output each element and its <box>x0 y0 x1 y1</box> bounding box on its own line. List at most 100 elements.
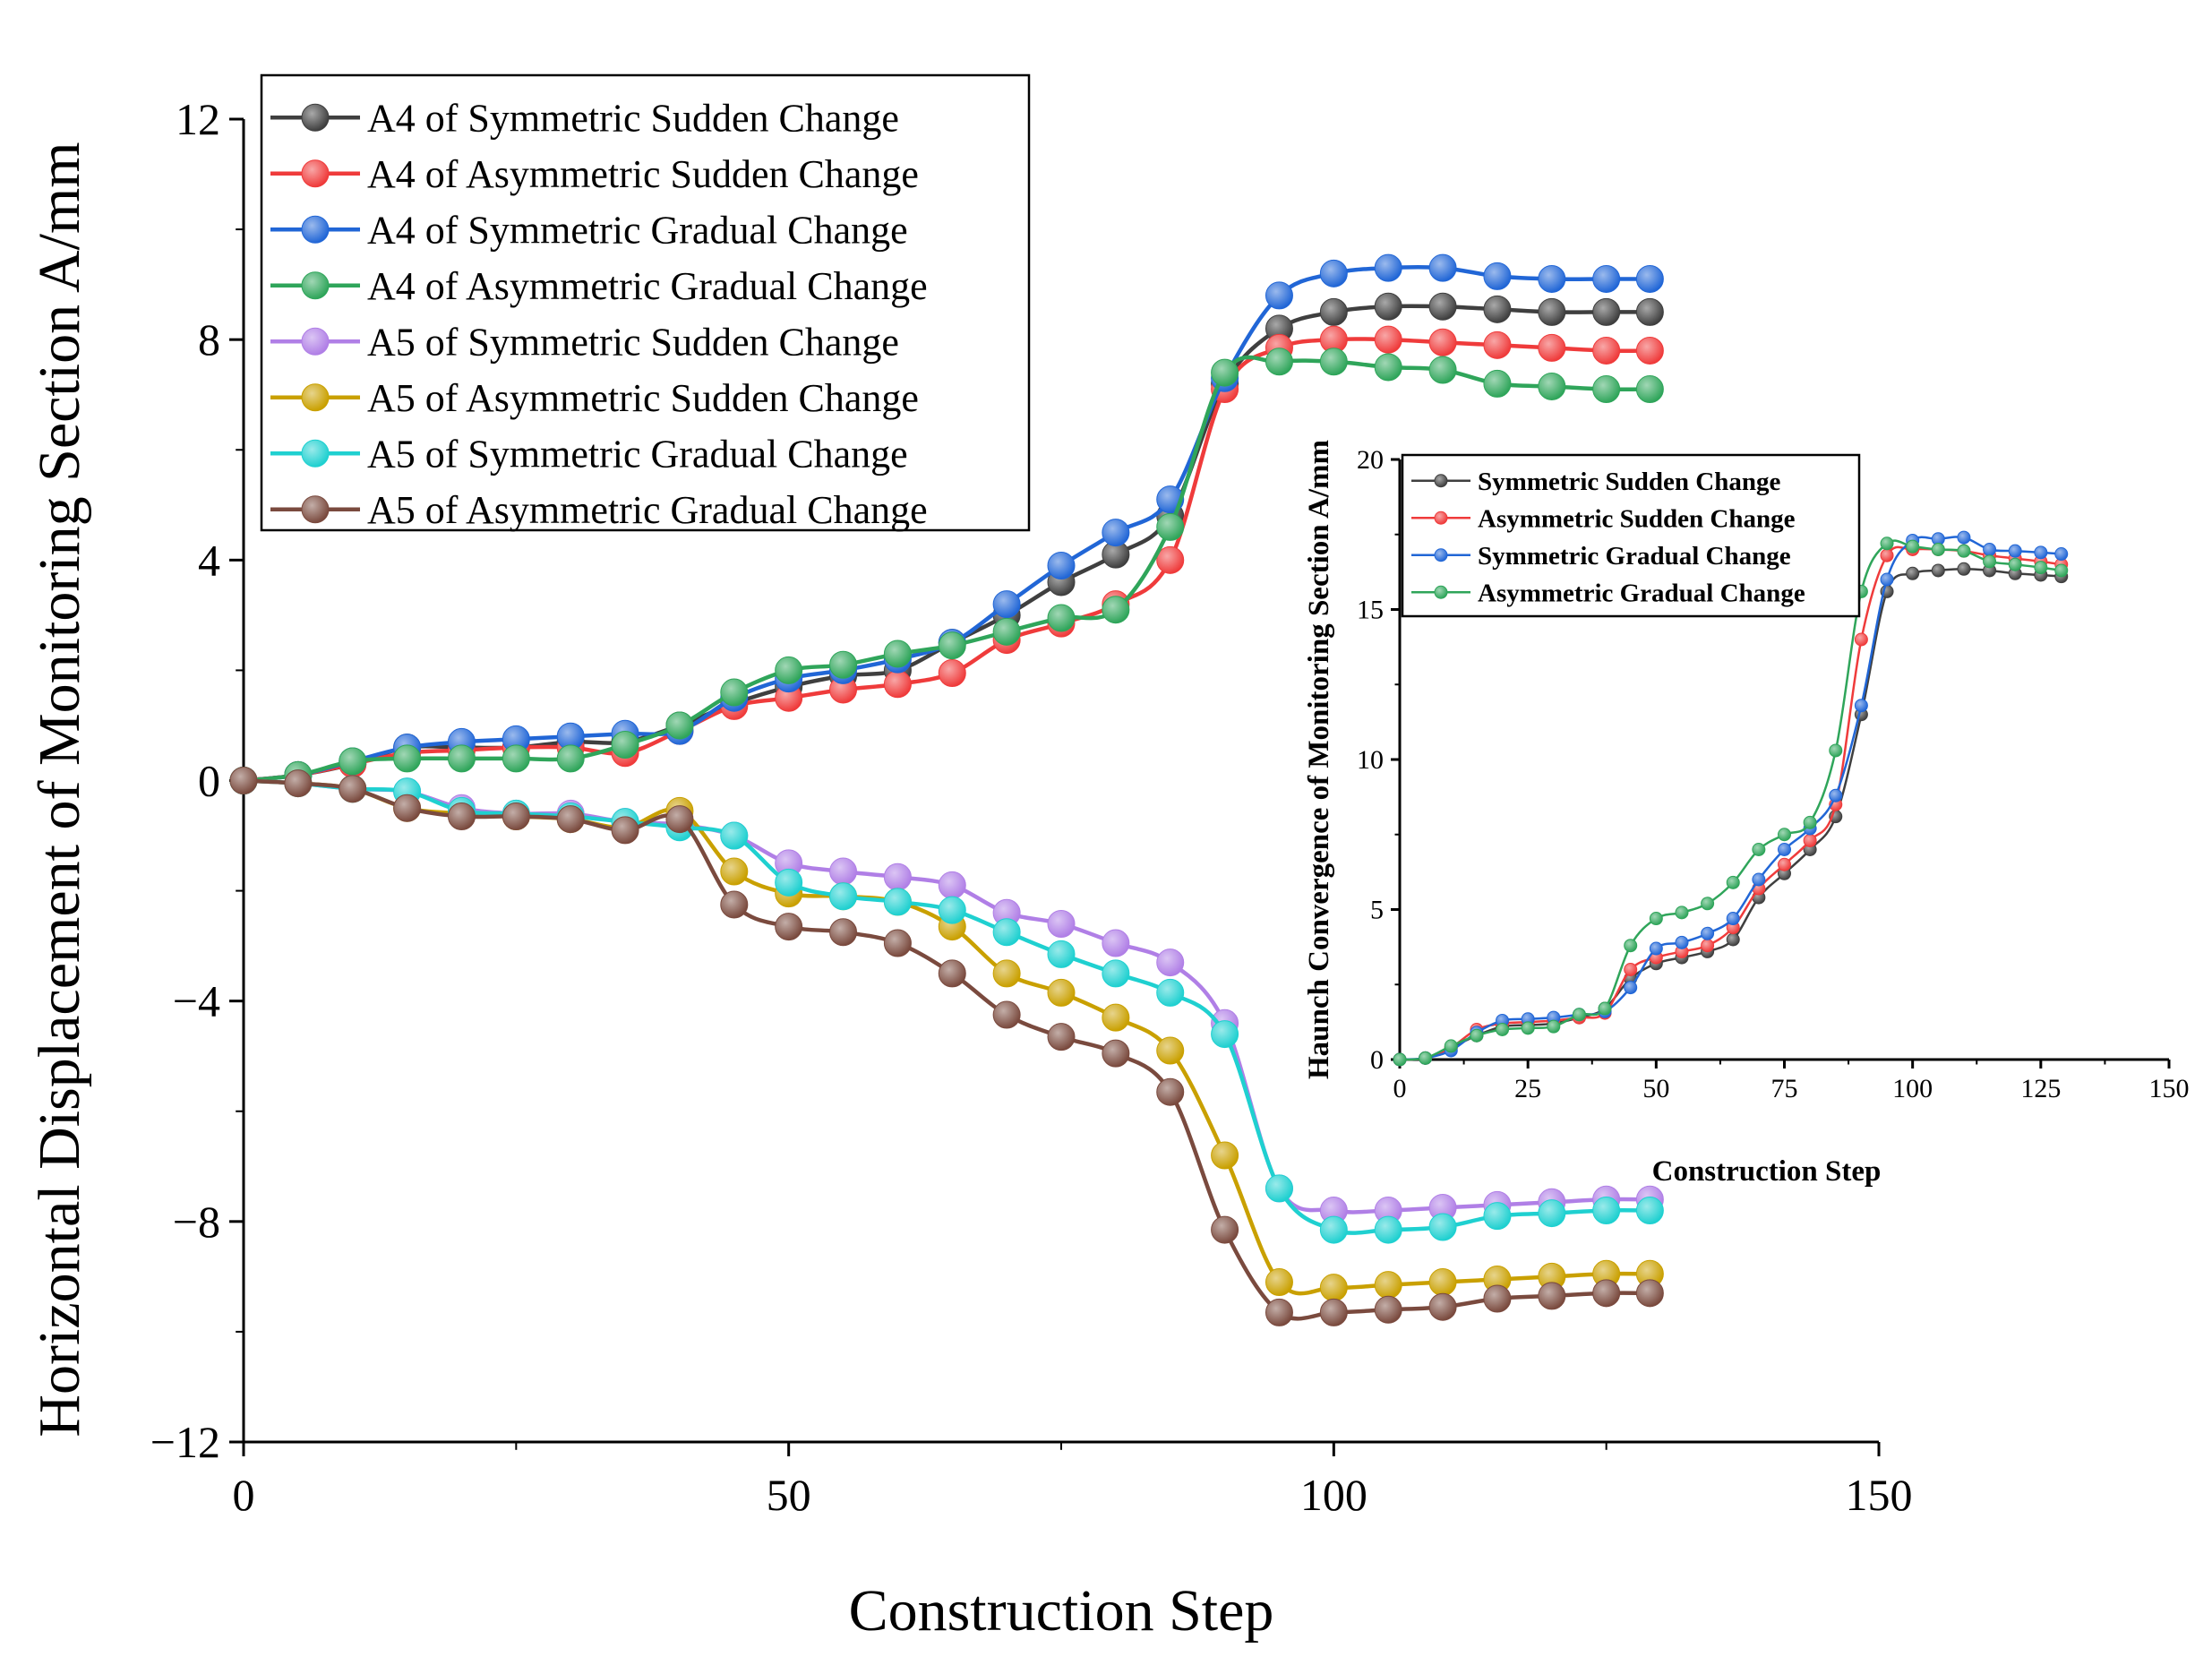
data-point <box>1726 912 1740 926</box>
y-tick-label: 0 <box>1370 1045 1384 1075</box>
data-point <box>1102 929 1130 957</box>
data-point <box>1726 875 1740 889</box>
legend-swatch-marker <box>301 495 330 524</box>
data-point <box>1393 1052 1407 1067</box>
x-tick-label: 0 <box>233 1470 255 1520</box>
data-point <box>1635 264 1664 293</box>
data-point <box>2008 557 2022 571</box>
data-point <box>2008 544 2022 558</box>
data-point <box>1803 815 1817 829</box>
data-point <box>1829 788 1843 802</box>
legend-label: Asymmetric Gradual Change <box>1478 579 1805 607</box>
data-point <box>1983 554 1997 569</box>
data-point <box>1778 828 1791 842</box>
x-tick-label: 75 <box>1771 1074 1798 1103</box>
data-point <box>1374 1295 1402 1324</box>
data-point <box>1483 330 1512 359</box>
data-point <box>775 913 803 941</box>
data-point <box>1957 544 1971 558</box>
legend-label: Asymmetric Sudden Change <box>1478 504 1796 533</box>
data-point <box>938 896 966 924</box>
data-point <box>1319 1215 1348 1244</box>
legend: A4 of Symmetric Sudden Change A4 of Asymm… <box>260 73 1031 532</box>
x-tick-label: 0 <box>1393 1074 1407 1103</box>
data-point <box>1102 1003 1130 1032</box>
y-axis-title: Horizontal Displacement of Monitoring Se… <box>27 142 92 1437</box>
series-line <box>1398 539 2062 1061</box>
data-point <box>1047 940 1076 968</box>
data-point <box>1854 699 1868 713</box>
data-point <box>829 857 858 886</box>
legend-label: A4 of Symmetric Gradual Change <box>367 208 908 252</box>
data-point <box>1538 297 1566 326</box>
data-point <box>1538 372 1566 400</box>
data-point <box>883 863 912 891</box>
data-point <box>665 805 694 834</box>
data-point <box>1598 1001 1612 1016</box>
x-tick-label: 150 <box>2149 1074 2190 1103</box>
data-point <box>992 959 1021 988</box>
y-tick-label: 20 <box>1357 445 1384 475</box>
data-point <box>720 857 749 886</box>
data-point <box>665 711 694 740</box>
data-point <box>1675 905 1689 920</box>
data-point <box>1319 259 1348 288</box>
data-point <box>992 918 1021 947</box>
y-tick-label: 10 <box>1357 745 1384 775</box>
data-point <box>2054 547 2069 562</box>
data-point <box>1319 297 1348 326</box>
data-point <box>1374 325 1402 354</box>
data-point <box>1470 1028 1484 1043</box>
data-point <box>229 767 258 794</box>
data-point <box>883 888 912 916</box>
data-point <box>1649 912 1663 926</box>
data-point <box>1547 1019 1561 1034</box>
x-tick-label: 100 <box>1892 1074 1933 1103</box>
data-point <box>883 670 912 699</box>
data-point <box>1428 1213 1457 1241</box>
series-line <box>241 337 1652 783</box>
data-point <box>1778 857 1791 871</box>
data-point <box>1419 1051 1433 1065</box>
data-point <box>1211 1141 1239 1170</box>
data-point <box>1156 978 1185 1007</box>
data-point <box>992 590 1021 619</box>
data-point <box>1675 935 1689 949</box>
data-point <box>1592 1197 1621 1225</box>
data-point <box>829 650 858 679</box>
data-point <box>1428 328 1457 356</box>
legend-swatch-marker <box>301 327 330 356</box>
legend-swatch-marker <box>301 383 330 412</box>
data-point <box>1265 348 1293 376</box>
data-point <box>1592 375 1621 404</box>
data-point <box>1265 281 1293 310</box>
data-point <box>1624 963 1638 976</box>
data-point <box>1496 1023 1510 1036</box>
series-line <box>241 355 1652 783</box>
data-point <box>1428 1292 1457 1321</box>
data-point <box>1726 932 1740 947</box>
data-point <box>1906 566 1920 580</box>
x-axis-title: Construction Step <box>849 1578 1274 1644</box>
data-point <box>1592 1279 1621 1308</box>
legend-swatch-marker <box>301 215 330 244</box>
data-point <box>1444 1039 1458 1053</box>
data-point <box>938 658 966 687</box>
x-tick-label: 125 <box>2020 1074 2061 1103</box>
legend-swatch-marker <box>301 271 330 300</box>
data-point <box>1156 512 1185 541</box>
data-point <box>1592 297 1621 326</box>
legend-label: A5 of Symmetric Sudden Change <box>367 320 899 364</box>
data-point <box>720 890 749 919</box>
x-tick-label: 50 <box>767 1470 811 1520</box>
legend: Symmetric Sudden Change Asymmetric Sudden… <box>1401 453 1861 618</box>
data-point <box>1957 530 1971 545</box>
data-point <box>2054 563 2069 578</box>
data-point <box>1483 1284 1512 1313</box>
data-point <box>992 1000 1021 1029</box>
data-point <box>1931 563 1945 578</box>
legend-label: A5 of Symmetric Gradual Change <box>367 432 908 476</box>
series-line <box>1398 545 2062 1061</box>
data-point <box>938 871 966 899</box>
